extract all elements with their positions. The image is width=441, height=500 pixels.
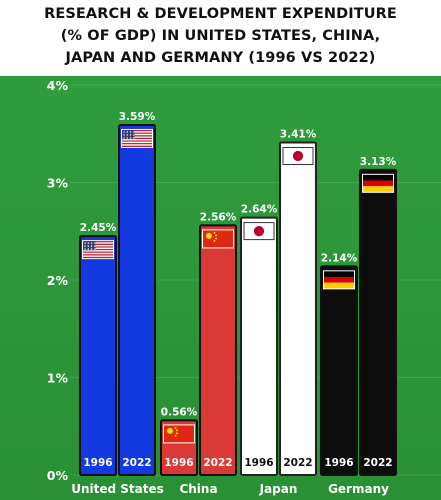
bar-united-states-1996	[79, 235, 117, 476]
bar-united-states-2022	[118, 123, 156, 476]
us-flag-icon	[121, 128, 153, 148]
bar-japan-2022	[279, 141, 317, 476]
year-label: 2022	[363, 457, 392, 469]
value-label: 2.56%	[200, 211, 237, 223]
china-flag-icon	[163, 424, 195, 444]
value-label: 2.64%	[241, 204, 278, 216]
bar-japan-1996	[240, 216, 278, 476]
value-label: 3.41%	[280, 129, 317, 141]
bar-germany-2022	[359, 168, 397, 476]
bar-germany-1996	[320, 265, 358, 476]
year-label: 2022	[283, 457, 312, 469]
category-label: Germany	[328, 482, 389, 496]
value-label: 2.45%	[80, 222, 117, 234]
y-tick-label: 3%	[47, 176, 69, 191]
value-label: 3.59%	[119, 111, 156, 123]
chart-title-line-1: RESEARCH & DEVELOPMENT EXPENDITURE	[44, 6, 397, 22]
chart-title-line-3: JAPAN AND GERMANY (1996 VS 2022)	[65, 50, 376, 66]
y-tick-label: 1%	[47, 371, 69, 386]
china-flag-icon	[202, 229, 234, 249]
japan-flag-icon	[282, 146, 314, 166]
category-label: China	[179, 482, 217, 496]
y-tick-label: 2%	[47, 273, 69, 288]
germany-flag-icon	[362, 173, 394, 193]
us-flag-icon	[82, 240, 114, 260]
japan-flag-icon	[243, 221, 275, 241]
value-label: 0.56%	[161, 406, 198, 418]
year-label: 1996	[83, 457, 112, 469]
year-label: 2022	[203, 457, 232, 469]
chart-title-line-2: (% OF GDP) IN UNITED STATES, CHINA,	[60, 28, 381, 44]
year-label: 1996	[164, 457, 193, 469]
y-tick-label: 4%	[47, 78, 69, 93]
year-label: 1996	[244, 457, 273, 469]
category-label: Japan	[259, 482, 298, 496]
value-label: 2.14%	[321, 252, 358, 264]
germany-flag-icon	[323, 270, 355, 290]
title-band: RESEARCH & DEVELOPMENT EXPENDITURE (% OF…	[0, 0, 441, 76]
year-label: 1996	[324, 457, 353, 469]
y-tick-label: 0%	[47, 468, 69, 483]
category-label: United States	[71, 482, 164, 496]
year-label: 2022	[122, 457, 151, 469]
value-label: 3.13%	[360, 156, 397, 168]
bar-china-2022	[199, 224, 237, 476]
